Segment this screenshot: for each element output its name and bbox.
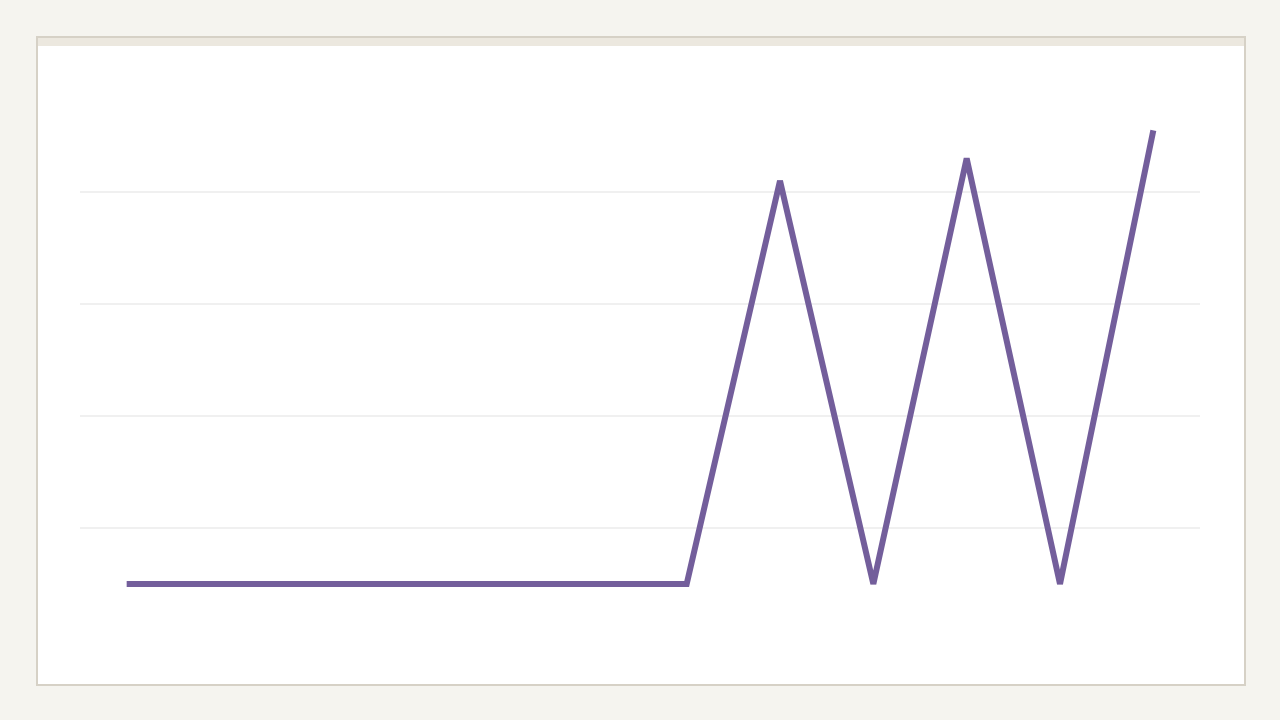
chart-card <box>36 36 1246 686</box>
data-line <box>126 129 1157 587</box>
card-header-strip <box>38 38 1244 46</box>
